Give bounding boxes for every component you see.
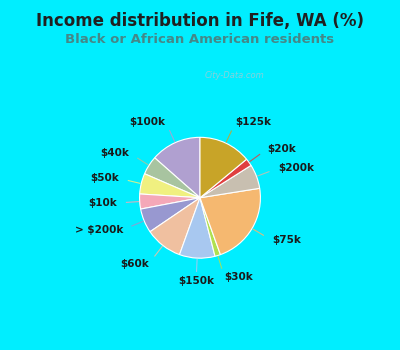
Text: $75k: $75k: [272, 235, 301, 245]
Text: $100k: $100k: [130, 117, 166, 127]
Wedge shape: [140, 174, 200, 198]
Wedge shape: [180, 198, 215, 258]
Text: > $200k: > $200k: [74, 225, 123, 235]
Text: $50k: $50k: [90, 173, 119, 183]
Text: $30k: $30k: [224, 272, 253, 282]
Wedge shape: [141, 198, 200, 232]
Wedge shape: [200, 159, 251, 198]
Text: City-Data.com: City-Data.com: [205, 71, 265, 80]
Wedge shape: [150, 198, 200, 254]
Text: $20k: $20k: [268, 144, 296, 154]
Wedge shape: [200, 137, 246, 198]
Wedge shape: [200, 198, 220, 256]
Text: $40k: $40k: [101, 148, 130, 158]
Text: Black or African American residents: Black or African American residents: [66, 33, 334, 46]
Wedge shape: [155, 137, 200, 198]
Wedge shape: [200, 165, 260, 198]
Wedge shape: [200, 188, 260, 254]
Text: $60k: $60k: [120, 259, 149, 269]
Text: $125k: $125k: [236, 117, 272, 127]
Text: $200k: $200k: [278, 163, 314, 173]
Text: Income distribution in Fife, WA (%): Income distribution in Fife, WA (%): [36, 12, 364, 30]
Text: $150k: $150k: [178, 276, 214, 286]
Wedge shape: [144, 158, 200, 198]
Wedge shape: [140, 194, 200, 209]
Text: $10k: $10k: [88, 198, 117, 208]
